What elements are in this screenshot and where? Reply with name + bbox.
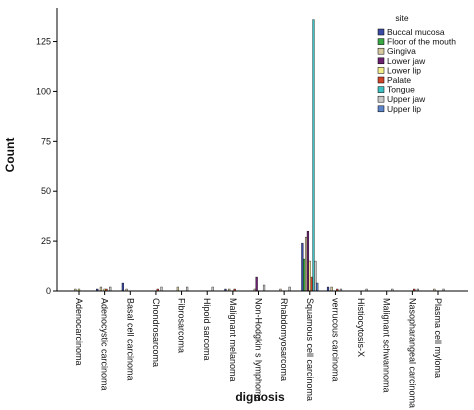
x-tick-label: Malignant melanoma (228, 298, 238, 382)
legend-label: Lower lip (387, 65, 421, 75)
bar (160, 286, 163, 292)
legend-label: Upper lip (387, 104, 421, 114)
x-tick-label: Plasma cell myloma (433, 298, 443, 378)
bar (121, 282, 124, 292)
legend-swatch (377, 38, 385, 45)
x-tick-label: Adenocarcinoma (74, 298, 84, 366)
bar (109, 286, 112, 292)
bar (262, 284, 266, 292)
y-tick-label: 25 (41, 236, 51, 246)
legend-label: Palate (387, 75, 411, 85)
x-tick-label: Malignant schwannoma (382, 298, 392, 393)
x-tick-label: Non-Hodgkin s lymphoma (254, 298, 264, 402)
bar (186, 286, 189, 292)
legend-label: Buccal mucosa (387, 27, 445, 37)
bar (330, 286, 333, 292)
legend-swatch (377, 95, 385, 103)
legend-title: site (395, 13, 409, 23)
legend-swatch (377, 76, 385, 84)
y-tick-label: 100 (36, 86, 51, 96)
x-tick-label: Fibrosarcoma (177, 298, 187, 353)
x-tick-label: Hipoid sarcoma (202, 298, 212, 361)
legend-swatch (377, 105, 385, 113)
bar (99, 286, 103, 292)
legend-swatch (377, 47, 385, 55)
x-axis-title: dignosis (235, 390, 285, 404)
y-ticks-group: 0 25 50 75 100 125 (36, 37, 57, 296)
bar (312, 19, 315, 292)
bar (211, 286, 214, 292)
x-tick-label: Chondrosarcoma (151, 298, 161, 367)
bar (176, 286, 179, 292)
legend-label: Tongue (387, 85, 415, 95)
legend-swatch (377, 67, 385, 74)
legend-label: Upper jaw (387, 94, 426, 104)
bar (316, 282, 319, 292)
x-tick-label: Adenocystic carcinoma (100, 298, 110, 391)
bar (326, 286, 330, 292)
y-axis-title: Count (3, 138, 17, 173)
legend-label: Gingiva (387, 46, 416, 56)
legend-label: Floor of the mouth (387, 37, 456, 47)
y-tick-label: 75 (41, 136, 51, 146)
x-ticks-group: Adenocarcinoma Adenocystic carcinoma Basal… (74, 291, 443, 408)
bar (288, 286, 291, 292)
x-tick-label: Histiocytosis-X (356, 298, 366, 357)
bar (306, 230, 310, 292)
bar (304, 236, 308, 292)
legend-swatch (377, 86, 385, 93)
x-tick-label: verrucous carcinoma (330, 298, 340, 382)
legend-label: Lower jaw (387, 56, 426, 66)
bar (314, 260, 317, 292)
x-tick-label: Basal cell carcinoma (125, 298, 135, 381)
legend-swatch (377, 28, 385, 36)
bar (255, 276, 258, 292)
bar (301, 242, 304, 292)
bar (308, 260, 311, 292)
y-tick-label: 0 (46, 286, 51, 296)
x-tick-label: Nasopharangeal carcinoma (407, 298, 417, 408)
y-tick-label: 50 (41, 186, 51, 196)
legend-swatch (377, 57, 385, 65)
bar (303, 258, 306, 292)
y-tick-label: 125 (36, 37, 51, 47)
x-tick-label: Squamous cell carcinoma (305, 298, 315, 401)
bar (310, 276, 313, 292)
x-tick-label: Rhabdomyosarcoma (279, 298, 289, 381)
plot-area (52, 8, 468, 291)
